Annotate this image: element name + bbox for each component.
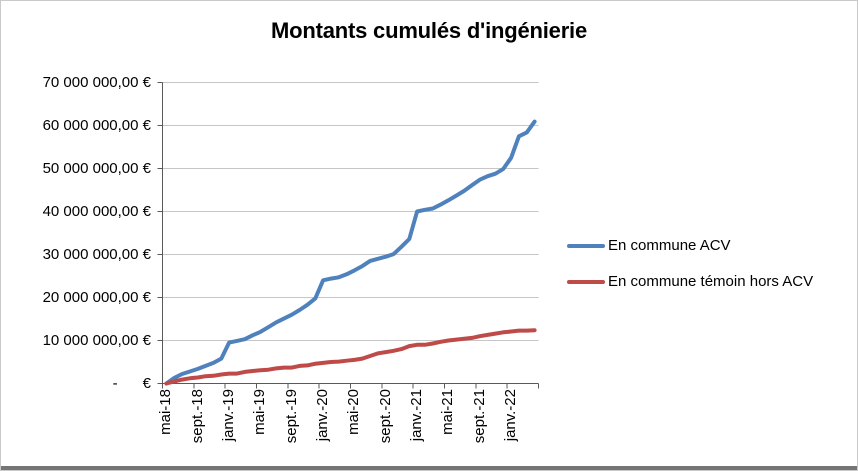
legend-line-swatch-blue — [567, 244, 605, 248]
x-axis-tick-label: mai-20 — [345, 389, 363, 435]
x-axis-tick-label: janv.-19 — [220, 389, 238, 442]
legend-item-acv: En commune ACV — [567, 237, 813, 255]
chart-title: Montants cumulés d'ingénierie — [270, 18, 588, 43]
x-axis-tick-label: janv.-22 — [502, 389, 520, 442]
x-axis-tick-label: mai-18 — [157, 389, 175, 435]
x-axis-tick-label: sept.-21 — [470, 389, 488, 444]
x-axis-tick-label: sept.-20 — [376, 389, 394, 444]
y-axis-tick-label: 20 000 000,00 € — [42, 288, 151, 306]
y-axis-tick-label: 50 000 000,00 € — [42, 159, 151, 177]
x-axis-tick-label: janv.-21 — [408, 389, 426, 442]
y-axis-tick-label: 30 000 000,00 € — [42, 245, 151, 263]
legend: En commune ACV En commune témoin hors AC… — [567, 237, 813, 309]
series-line-acv — [164, 119, 537, 386]
x-axis-tick-label: sept.-19 — [282, 389, 300, 444]
x-axis-tick-label: janv.-20 — [314, 389, 332, 442]
series-line-temoin — [164, 328, 537, 386]
y-axis-tick-label: 60 000 000,00 € — [42, 116, 151, 134]
y-axis-tick-label: 70 000 000,00 € — [42, 73, 151, 91]
y-axis-tick-label: 40 000 000,00 € — [42, 202, 151, 220]
x-axis-tick-label: mai-19 — [251, 389, 269, 435]
x-axis-tick-label: sept.-18 — [188, 389, 206, 444]
x-axis-tick-label: mai-21 — [439, 389, 457, 435]
legend-label-temoin: En commune témoin hors ACV — [608, 273, 814, 290]
legend-item-temoin: En commune témoin hors ACV — [567, 273, 813, 291]
legend-line-swatch-red — [567, 280, 605, 284]
window-bottom-edge — [1, 466, 857, 470]
y-axis-tick-label: 10 000 000,00 € — [42, 331, 151, 349]
legend-label-acv: En commune ACV — [608, 237, 731, 254]
y-axis-tick-label: - € — [112, 374, 151, 392]
